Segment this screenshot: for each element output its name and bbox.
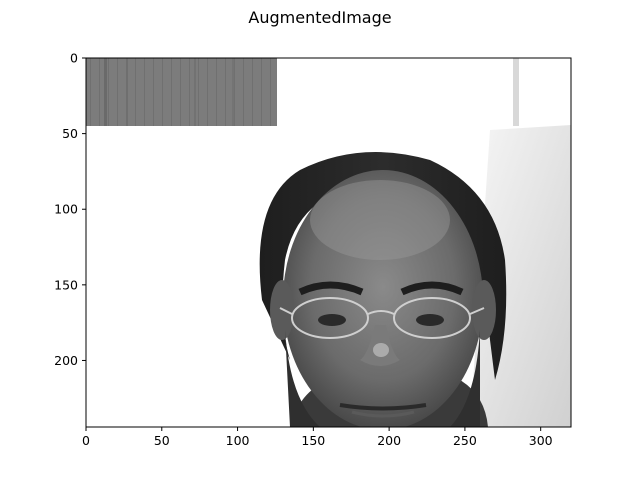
x-tick-label: 0	[82, 433, 90, 448]
augmented-image	[86, 58, 571, 427]
gray-patch	[86, 58, 277, 126]
light-bar	[513, 58, 519, 126]
right-eye	[416, 314, 444, 326]
x-tick-label: 200	[377, 433, 401, 448]
x-tick-label: 50	[154, 433, 170, 448]
figure-title: AugmentedImage	[248, 8, 391, 27]
y-axis: 0 50 100 150 200	[54, 51, 86, 368]
x-tick-label: 250	[453, 433, 477, 448]
glasses	[279, 297, 485, 339]
y-tick-label: 0	[70, 51, 78, 66]
left-eyebrow	[298, 281, 364, 296]
right-ear	[472, 280, 496, 340]
y-tick-label: 150	[54, 277, 78, 292]
right-eyebrow	[400, 281, 464, 296]
y-tick-label: 50	[62, 126, 78, 141]
axes-frame	[85, 57, 572, 428]
face	[283, 170, 483, 427]
mouth	[339, 403, 427, 411]
x-tick-label: 300	[529, 433, 553, 448]
y-tick-label: 100	[54, 202, 78, 217]
x-tick-label: 150	[301, 433, 325, 448]
left-eye	[318, 314, 346, 326]
x-axis: 0 50 100 150 200 250 300	[82, 427, 553, 448]
y-tick-label: 200	[54, 353, 78, 368]
x-tick-label: 100	[226, 433, 250, 448]
